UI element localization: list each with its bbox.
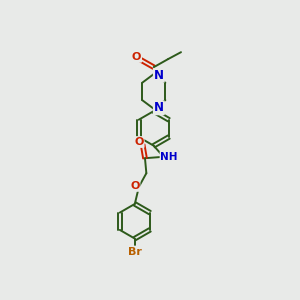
Text: N: N [154,69,164,82]
Text: O: O [132,52,141,62]
Text: O: O [134,137,144,147]
Text: NH: NH [160,152,178,162]
Text: N: N [154,101,164,114]
Text: O: O [130,181,140,191]
Text: Br: Br [128,247,142,256]
